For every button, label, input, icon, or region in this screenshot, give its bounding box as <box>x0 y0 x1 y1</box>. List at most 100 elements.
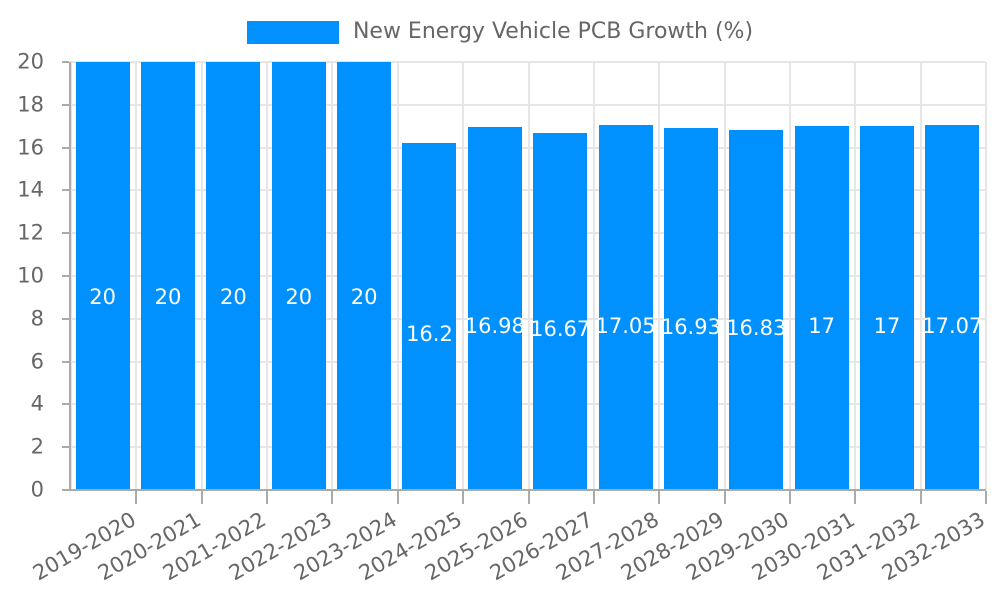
x-tick-mark <box>658 491 660 504</box>
bar-value-label: 16.67 <box>530 317 591 342</box>
x-tick-mark <box>724 491 726 504</box>
gridline-horizontal <box>70 146 985 149</box>
bar-value-label: 20 <box>285 285 313 310</box>
gridline-horizontal <box>70 317 985 320</box>
gridline-horizontal <box>70 446 985 449</box>
x-tick-mark <box>462 491 464 504</box>
bar[interactable] <box>75 62 130 490</box>
y-tick-mark <box>62 360 69 363</box>
y-tick-label: 10 <box>17 263 44 288</box>
gridline-horizontal <box>70 232 985 235</box>
gridline-horizontal <box>70 189 985 192</box>
bar-value-label: 20 <box>154 285 182 310</box>
y-tick-label: 14 <box>17 177 44 202</box>
y-tick-mark <box>62 403 69 406</box>
y-tick-mark <box>62 61 69 63</box>
bar-value-label: 20 <box>350 285 378 310</box>
x-tick-mark <box>854 491 856 504</box>
bar-value-label: 17 <box>808 314 835 339</box>
bar-value-label: 17 <box>873 314 901 339</box>
y-tick-mark <box>62 189 69 192</box>
bar[interactable] <box>402 143 457 490</box>
bar[interactable] <box>663 127 718 490</box>
gridline-horizontal <box>70 403 985 406</box>
gridline-vertical <box>397 62 399 490</box>
x-tick-mark <box>397 491 399 504</box>
bar[interactable] <box>729 129 784 490</box>
y-tick-label: 16 <box>17 135 44 160</box>
x-axis-line <box>70 489 986 491</box>
gridline-vertical <box>593 62 595 490</box>
legend-entry[interactable]: New Energy Vehicle PCB Growth (%) <box>246 19 754 44</box>
gridline-horizontal <box>70 103 985 106</box>
bar[interactable] <box>859 126 914 490</box>
gridline-horizontal <box>70 275 985 277</box>
x-tick-mark <box>593 491 595 504</box>
bar[interactable] <box>141 62 196 490</box>
y-tick-label: 12 <box>17 220 44 245</box>
bar-value-label: 20 <box>89 285 117 310</box>
y-tick-label: 2 <box>30 434 44 459</box>
x-tick-mark <box>985 491 987 504</box>
bar-value-label: 17.05 <box>595 313 656 338</box>
chart-legend: New Energy Vehicle PCB Growth (%) <box>0 14 1000 50</box>
gridline-vertical <box>789 62 791 490</box>
bar-value-label: 16.98 <box>464 314 525 339</box>
y-tick-label: 18 <box>17 92 44 117</box>
legend-label: New Energy Vehicle PCB Growth (%) <box>352 19 754 44</box>
bar[interactable] <box>533 133 588 490</box>
gridline-vertical <box>724 62 726 490</box>
x-tick-mark <box>528 491 530 504</box>
bar[interactable] <box>794 126 849 490</box>
x-axis-tick-labels: 2019-2020 2020-2021 2021-2022 2022-2023 2023… <box>0 491 1000 600</box>
bar-value-label: 16.93 <box>660 314 721 339</box>
gridline-vertical <box>920 62 922 490</box>
y-tick-mark <box>62 232 69 235</box>
x-tick-mark <box>920 491 922 504</box>
x-tick-mark <box>135 491 137 504</box>
gridline-horizontal <box>70 61 985 63</box>
bar[interactable] <box>337 62 392 490</box>
y-tick-mark <box>62 317 69 320</box>
bar-value-label: 16.2 <box>406 321 453 346</box>
x-tick-mark <box>201 491 203 504</box>
y-tick-mark <box>62 446 69 449</box>
bar[interactable] <box>598 125 653 490</box>
y-tick-label: 4 <box>30 391 44 416</box>
gridline-vertical <box>266 62 268 490</box>
bar[interactable] <box>271 62 326 490</box>
x-tick-mark <box>789 491 791 504</box>
y-tick-label: 8 <box>30 306 44 331</box>
x-tick-mark <box>266 491 268 504</box>
bar-value-label: 17.07 <box>922 313 983 338</box>
gridline-vertical <box>70 62 72 490</box>
gridline-vertical <box>985 62 987 490</box>
gridline-vertical <box>854 62 856 490</box>
y-tick-mark <box>62 489 69 491</box>
y-axis-line <box>69 62 71 491</box>
gridline-vertical <box>658 62 660 490</box>
gridline-vertical <box>201 62 203 490</box>
y-tick-mark <box>62 146 69 149</box>
y-tick-label: 0 <box>30 477 44 502</box>
x-tick-mark <box>331 491 333 504</box>
legend-color-swatch <box>246 20 339 44</box>
gridline-vertical <box>528 62 530 490</box>
bar[interactable] <box>206 62 261 490</box>
y-tick-mark <box>62 103 69 106</box>
bar[interactable] <box>467 126 522 490</box>
bar-value-label: 20 <box>220 285 247 310</box>
gridline-vertical <box>462 62 464 490</box>
y-tick-label: 20 <box>17 49 44 74</box>
y-tick-label: 6 <box>30 349 44 374</box>
gridline-horizontal <box>70 360 985 363</box>
plot-area: 20 20 20 20 20 16.2 16.98 16.67 17.05 16.93 16.83 1… <box>70 61 987 491</box>
y-axis-tick-labels: 0 2 4 6 8 10 12 14 16 18 20 <box>0 51 69 500</box>
gridline-vertical <box>135 62 137 490</box>
bar-value-label: 16.83 <box>726 315 787 340</box>
bar[interactable] <box>925 124 980 490</box>
gridline-vertical <box>331 62 333 490</box>
y-tick-mark <box>62 275 69 277</box>
